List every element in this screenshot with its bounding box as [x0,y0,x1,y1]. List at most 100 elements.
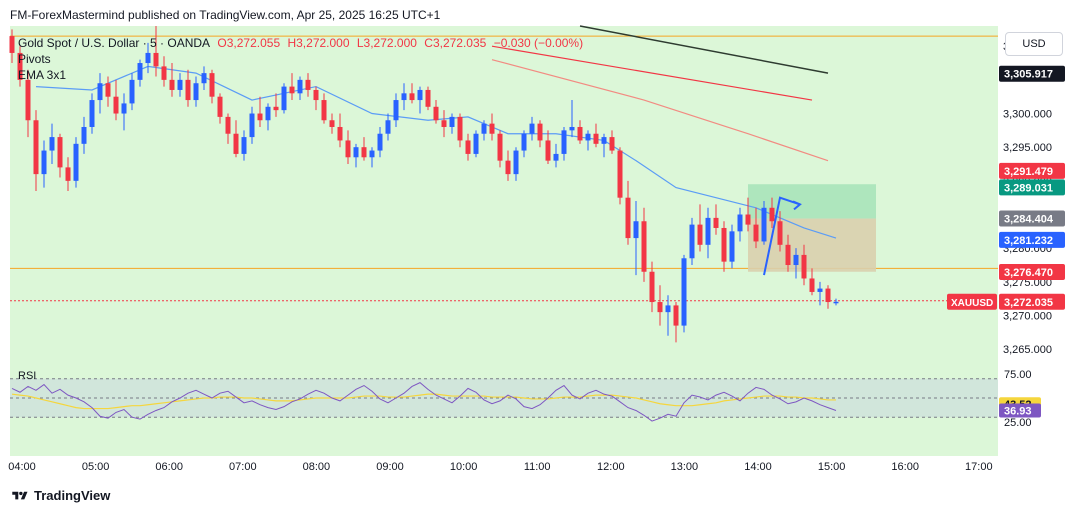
candle-75 [609,130,615,154]
time-axis[interactable] [0,456,1080,478]
symbol-title[interactable]: Gold Spot / U.S. Dollar · 5 · OANDA [18,36,211,50]
candle-92 [745,197,751,232]
candle-25 [209,69,215,104]
candle-body [425,89,431,107]
candle-66 [537,120,543,148]
candle-87 [705,207,711,259]
candle-99 [801,244,807,286]
candle-body [465,140,471,154]
candle-40 [329,113,335,134]
rsi-ma-line [11,393,836,410]
candle-58 [473,130,479,158]
candle-64 [521,130,527,158]
candle-81 [657,285,663,326]
candle-55 [449,113,455,134]
candle-27 [225,113,231,144]
candle-85 [689,217,695,266]
projection-arrow-head [792,200,802,211]
candle-30 [249,106,255,144]
y-tick-label-8: 3,265.000 [1003,344,1052,356]
top-bar: FM-ForexMastermind published on TradingV… [0,0,1080,26]
candle-1 [17,46,23,87]
candle-98 [793,248,799,279]
candle-9 [81,116,87,154]
candle-body [225,116,231,134]
candle-body [65,167,71,181]
candle-63 [513,147,519,181]
candle-body [593,133,599,144]
candle-body [169,79,175,90]
candle-body [537,123,543,141]
y-tick-label-1: 3,300.000 [1003,109,1052,121]
candle-47 [385,113,391,141]
candle-body [601,137,607,144]
ema-slow-pink-line [491,59,829,162]
rsi-label-2: 36.93 [1004,406,1032,418]
candle-body [321,100,327,121]
indicator-ema[interactable]: EMA 3x1 [18,68,67,82]
x-tick-label-4: 08:00 [303,461,331,473]
candle-body [521,133,527,151]
candle-body [673,305,679,326]
price-label-bg-4 [999,231,1065,248]
candle-61 [497,130,503,168]
candle-body [81,126,87,144]
candle-body [481,123,487,134]
candle-body [145,52,151,64]
symbol-tag-bg [947,293,997,310]
target-zone [748,184,876,219]
candle-56 [457,113,463,148]
candle-71 [577,120,583,144]
candle-69 [561,126,567,161]
candle-body [473,133,479,154]
candle-body [553,153,559,161]
candle-67 [545,130,551,165]
candle-84 [681,254,687,333]
ohlc-high: H3,272.000 [287,36,350,50]
rsi-indicator-label[interactable]: RSI [18,370,37,382]
candle-29 [241,130,247,161]
candle-body [585,133,591,141]
candle-body [681,258,687,326]
rsi-label-0: 75.00 [1004,369,1032,381]
indicator-pivots[interactable]: Pivots [18,52,51,66]
candle-88 [713,204,719,235]
candle-57 [465,133,471,161]
candle-body [209,73,215,97]
candle-body [121,103,127,114]
candle-6 [57,133,63,178]
candle-0 [9,29,15,64]
candle-59 [481,120,487,141]
candle-body [97,83,103,101]
candle-51 [417,86,423,114]
candle-34 [281,83,287,114]
tradingview-logo-icon [12,491,28,499]
candle-94 [761,201,767,245]
candle-body [561,130,567,154]
candle-body [657,302,663,313]
candle-body [385,120,391,134]
price-label-bg-5 [999,263,1065,280]
candle-body [745,214,751,225]
price-label-1: 3,291.479 [1004,166,1053,178]
footer-brand[interactable]: TradingView [10,488,110,503]
y-tick-label-2: 3,295.000 [1003,142,1052,154]
candle-body [249,113,255,138]
x-tick-label-12: 16:00 [891,461,919,473]
candle-35 [289,73,295,101]
candle-body [377,133,383,151]
candle-body [441,120,447,127]
candle-body [257,113,263,121]
candle-21 [177,73,183,97]
rsi-line [11,382,837,422]
currency-button[interactable]: USD [1005,32,1063,56]
candle-body [305,79,311,90]
candle-2 [25,69,31,138]
candle-body [817,288,823,292]
price-label-bg-2 [999,179,1065,196]
candle-62 [505,150,511,181]
candle-39 [321,93,327,124]
chart-legend: Gold Spot / U.S. Dollar · 5 · OANDA O3,2… [18,35,587,83]
candle-body [281,86,287,111]
